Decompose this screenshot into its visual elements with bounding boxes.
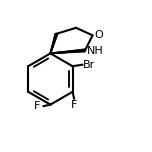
Text: F: F [34,101,41,111]
Text: O: O [94,30,103,40]
Text: Br: Br [83,60,95,70]
Polygon shape [50,33,58,54]
Text: F: F [71,100,77,110]
Polygon shape [50,49,85,54]
Text: NH: NH [86,46,103,56]
